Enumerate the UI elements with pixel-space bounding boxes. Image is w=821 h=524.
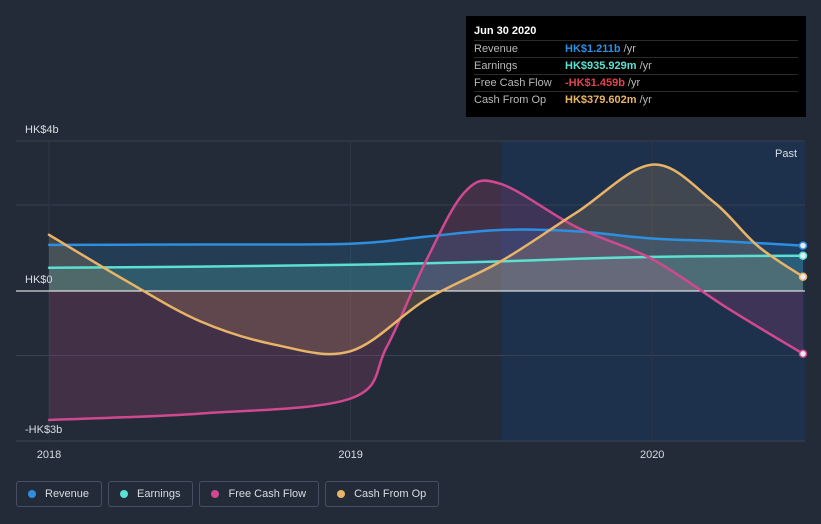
x-axis-label: 2020	[640, 449, 664, 461]
legend-item-revenue[interactable]: Revenue	[16, 481, 103, 507]
tooltip-unit: /yr	[623, 43, 636, 55]
tooltip-value: -HK$1.459b	[565, 77, 625, 89]
line-earnings	[47, 254, 805, 270]
legend-label: Cash From Op	[354, 488, 427, 500]
y-axis-label: HK$0	[25, 274, 53, 286]
tooltip-row-revenue: Revenue HK$1.211b /yr	[474, 40, 798, 57]
tooltip-date: Jun 30 2020	[474, 25, 537, 37]
tooltip-row-free-cash-flow: Free Cash Flow -HK$1.459b /yr	[474, 74, 798, 91]
x-axis-label: 2018	[37, 449, 61, 461]
area-cash-from-op	[49, 164, 803, 355]
y-axis-label: -HK$3b	[25, 424, 62, 436]
tooltip-value: HK$1.211b	[565, 43, 621, 55]
legend-dot-icon	[120, 490, 129, 498]
tooltip-unit: /yr	[639, 60, 652, 72]
legend-label: Revenue	[45, 488, 90, 500]
endpoint-revenue	[798, 241, 808, 250]
endpoint-earnings	[798, 251, 808, 260]
line-cash-from-op	[47, 163, 805, 356]
series-endpoints	[798, 241, 808, 359]
legend-label: Earnings	[137, 488, 181, 500]
area-free-cash-flow	[49, 180, 803, 420]
tooltip-label: Free Cash Flow	[474, 77, 552, 89]
line-free-cash-flow	[47, 179, 805, 422]
tooltip-row-cash-from-op: Cash From Op HK$379.602m /yr	[474, 91, 798, 108]
past-label: Past	[775, 148, 797, 160]
legend-item-cash-from-op[interactable]: Cash From Op	[325, 481, 440, 507]
axis-labels: HK$4b HK$0 -HK$3b 2018 2019 2020 Past	[25, 124, 797, 461]
legend-item-earnings[interactable]: Earnings	[108, 481, 194, 507]
legend-dot-icon	[28, 490, 36, 498]
tooltip-label: Earnings	[474, 60, 518, 72]
tooltip-label: Cash From Op	[474, 94, 547, 106]
series-lines	[47, 163, 805, 422]
legend-label: Free Cash Flow	[228, 488, 307, 500]
legend-dot-icon	[337, 490, 346, 498]
x-axis-label: 2019	[338, 449, 362, 461]
tooltip-value: HK$935.929m	[565, 60, 637, 72]
chart-canvas: HK$4b HK$0 -HK$3b 2018 2019 2020 Past	[16, 124, 808, 461]
tooltip-row-earnings: Earnings HK$935.929m /yr	[474, 57, 798, 74]
endpoint-free-cash-flow	[798, 349, 808, 359]
tooltip-value: HK$379.602m	[565, 94, 637, 106]
y-axis-label: HK$4b	[25, 124, 59, 136]
tooltip: Jun 30 2020 Revenue HK$1.211b /yr Earnin…	[466, 16, 806, 117]
legend: Revenue Earnings Free Cash Flow Cash Fro…	[16, 481, 440, 507]
legend-item-free-cash-flow[interactable]: Free Cash Flow	[199, 481, 320, 507]
endpoint-cash-from-op	[798, 272, 808, 281]
tooltip-unit: /yr	[627, 77, 641, 89]
tooltip-label: Revenue	[474, 43, 519, 55]
legend-dot-icon	[211, 490, 220, 498]
tooltip-unit: /yr	[639, 94, 652, 106]
line-revenue	[47, 228, 805, 247]
area-earnings	[49, 255, 803, 291]
